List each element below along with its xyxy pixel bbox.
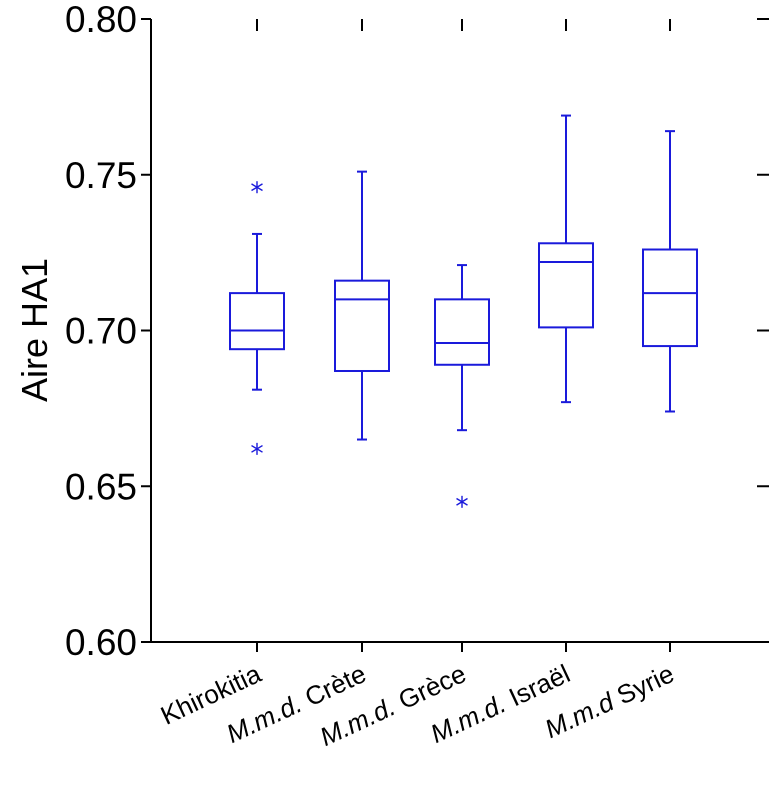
plot-frame: [150, 19, 769, 652]
box-iqr: [229, 292, 285, 351]
y-tick-label: 0.60: [65, 622, 137, 663]
boxes: [229, 114, 698, 508]
y-tick-label: 0.65: [65, 466, 137, 507]
box-2: [334, 170, 390, 441]
category-name: Syrie: [606, 658, 679, 713]
box-iqr: [434, 298, 490, 366]
box-3: [434, 264, 490, 508]
box-1: [229, 181, 285, 455]
box-iqr: [642, 248, 698, 348]
box-iqr: [334, 279, 390, 372]
outlier-marker: [251, 442, 263, 455]
y-axis: 0.60 0.65 0.70 0.75 0.80: [65, 0, 769, 663]
outlier-marker: [251, 181, 263, 194]
y-tick-label: 0.75: [65, 155, 137, 196]
box-4: [538, 114, 594, 404]
outlier-marker: [456, 495, 468, 508]
box-iqr: [538, 242, 594, 329]
y-axis-label: Aire HA1: [14, 258, 55, 402]
y-tick-label: 0.70: [65, 311, 137, 352]
y-tick-label: 0.80: [65, 0, 137, 40]
box-5: [642, 130, 698, 413]
